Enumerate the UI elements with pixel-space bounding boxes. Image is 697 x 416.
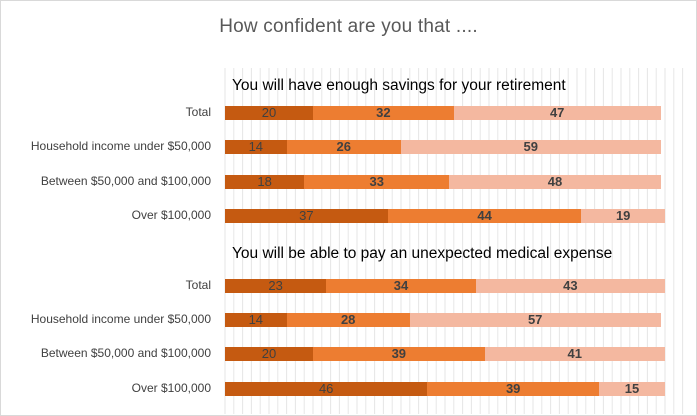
data-label: 14 [248, 139, 264, 154]
category-label: Between $50,000 and $100,000 [40, 174, 211, 188]
data-label: 37 [299, 208, 314, 223]
data-label: 34 [393, 278, 409, 293]
bar-segment: 57 [409, 312, 661, 327]
bar-segment: 19 [581, 209, 665, 223]
data-label: 15 [624, 381, 640, 396]
data-label: 44 [477, 208, 492, 223]
bar-segment: 39 [427, 382, 599, 396]
chart-title: How confident are you that .... [219, 16, 478, 37]
bar-segment: 18 [225, 174, 305, 189]
data-label: 32 [376, 105, 391, 120]
data-label: 33 [369, 174, 385, 189]
category-label: Between $50,000 and $100,000 [40, 346, 211, 360]
category-label: Household income under $50,000 [30, 139, 211, 153]
category-label: Total [185, 278, 211, 292]
bar-segment: 20 [225, 106, 313, 120]
bar-row: 20 39 41 [225, 347, 665, 361]
data-label: 28 [340, 312, 356, 327]
data-label: 39 [391, 346, 407, 361]
bar-segment: 46 [225, 381, 428, 396]
bar-segment: 20 [225, 347, 313, 361]
bar-segment: 15 [598, 381, 665, 396]
bar-segment: 26 [286, 139, 401, 154]
category-label: Total [185, 105, 211, 119]
data-label: 14 [248, 312, 264, 327]
bar-segment: 32 [313, 106, 454, 120]
bar-segment: 34 [326, 279, 476, 293]
data-label: 20 [261, 346, 277, 361]
bar-segment: 59 [400, 139, 661, 154]
panel-title: You will be able to pay an unexpected me… [232, 245, 613, 262]
data-label: 26 [336, 139, 352, 154]
data-label: 20 [261, 105, 277, 120]
data-label: 48 [547, 174, 563, 189]
bar-segment: 14 [225, 313, 287, 327]
category-label: Over $100,000 [131, 208, 211, 222]
bar-segment: 44 [387, 208, 582, 223]
data-label: 19 [615, 208, 631, 223]
panel-title: You will have enough savings for your re… [232, 77, 566, 94]
category-label: Over $100,000 [131, 381, 211, 395]
bar-segment: 33 [304, 174, 450, 189]
data-label: 18 [257, 174, 272, 189]
bar-row: 37 44 19 [225, 209, 665, 223]
bar-row: 18 33 48 [225, 175, 661, 189]
bar-segment: 48 [449, 174, 661, 189]
data-label: 47 [549, 105, 565, 120]
bar-row: 14 28 57 [225, 313, 661, 327]
data-label: 41 [567, 346, 583, 361]
bar-row: 14 26 59 [225, 140, 661, 154]
bar-segment: 23 [225, 278, 327, 293]
bar-row: 20 32 47 [225, 106, 661, 120]
category-label: Household income under $50,000 [30, 312, 211, 326]
bar-segment: 14 [225, 140, 287, 154]
bar-segment: 37 [225, 209, 388, 223]
data-label: 59 [523, 139, 539, 154]
data-label: 23 [268, 278, 283, 293]
bar-segment: 43 [475, 278, 665, 293]
data-label: 57 [527, 312, 543, 327]
bar-segment: 47 [453, 105, 661, 120]
bar-segment: 39 [313, 347, 485, 361]
bar-segment: 28 [286, 312, 410, 327]
bar-row: 23 34 43 [225, 279, 665, 293]
bar-segment: 41 [484, 346, 665, 361]
data-label: 46 [318, 381, 334, 396]
data-label: 43 [563, 278, 578, 293]
bar-row: 46 39 15 [225, 382, 665, 396]
data-label: 39 [505, 381, 521, 396]
